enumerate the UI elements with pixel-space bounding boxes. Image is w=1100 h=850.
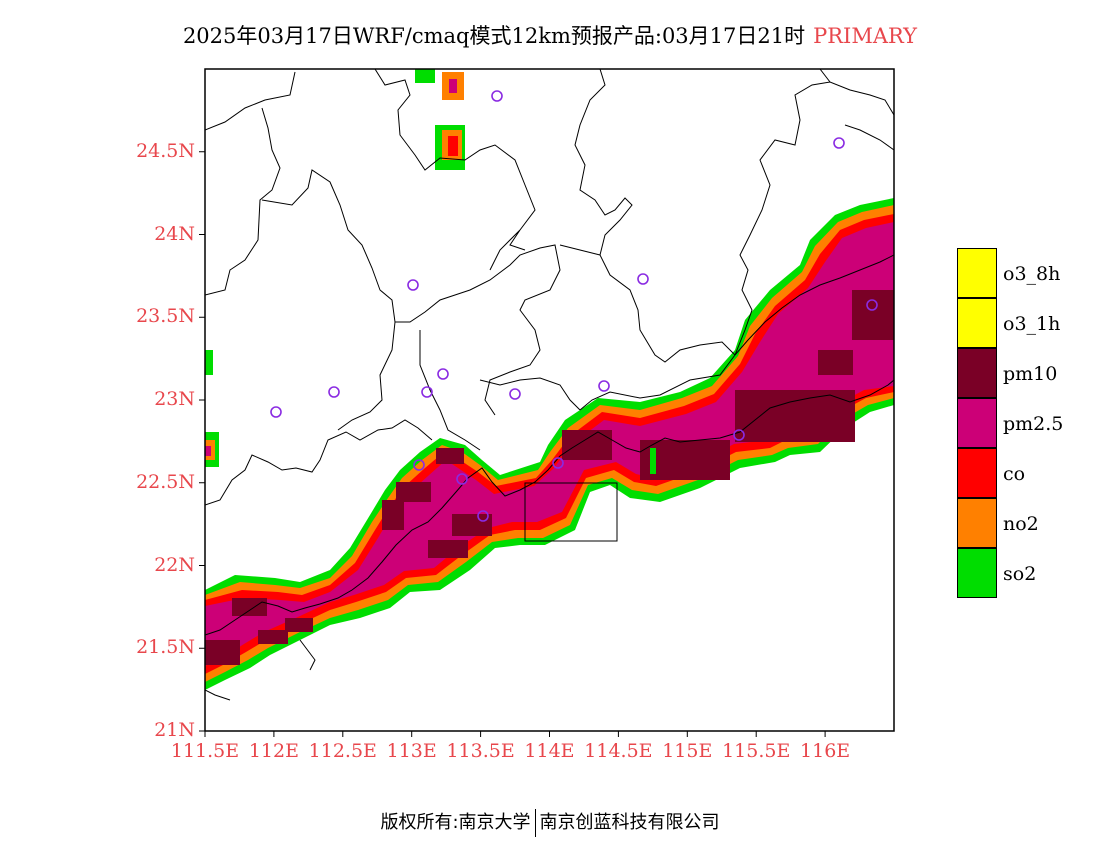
station-circle-icon	[509, 388, 521, 400]
y-tick-label: 24N	[154, 222, 195, 245]
legend-swatch	[957, 448, 997, 498]
legend-label: o3_1h	[1003, 313, 1061, 335]
pollutant-grid	[205, 69, 894, 690]
station-circle-icon	[437, 368, 449, 380]
x-tick-label: 116E	[800, 740, 851, 762]
station-circle-icon	[456, 473, 468, 485]
station-circle-icon	[866, 299, 878, 311]
hong-kong-box	[524, 482, 618, 542]
boundary-northeast	[559, 69, 736, 363]
pollutant-legend: o3_8h o3_1h pm10 pm2.5 co no2 so2	[957, 248, 1097, 598]
x-tick-label: 111.5E	[170, 740, 240, 762]
x-tick-label: 115.5E	[722, 740, 791, 762]
copyright-footer: 版权所有:南京大学 南京创蓝科技有限公司	[0, 808, 1100, 837]
legend-swatch	[957, 498, 997, 548]
pollution-pm10-cells	[205, 290, 894, 665]
isolated-cells	[205, 69, 656, 474]
legend-label: pm10	[1003, 363, 1058, 385]
legend-item: pm10	[957, 348, 1097, 398]
station-circle-icon	[598, 380, 610, 392]
boundary-north	[374, 69, 536, 271]
station-markers	[270, 90, 878, 522]
pollution-band-pm25	[205, 222, 894, 666]
station-circle-icon	[477, 510, 489, 522]
island-hainan-edge	[205, 639, 316, 701]
x-tick-label: 114.5E	[584, 740, 653, 762]
y-tick-label: 22N	[154, 553, 195, 576]
boundary-east	[734, 81, 894, 356]
legend-item: pm2.5	[957, 398, 1097, 448]
legend-label: so2	[1003, 563, 1037, 585]
boundary-guangxi	[205, 419, 433, 506]
legend-swatch	[957, 348, 997, 398]
axis-ticks	[199, 151, 826, 737]
y-tick-label: 21.5N	[136, 636, 195, 659]
x-tick-label: 113E	[386, 740, 437, 762]
station-circle-icon	[833, 137, 845, 149]
legend-label: o3_8h	[1003, 263, 1061, 285]
x-tick-label: 112E	[248, 740, 299, 762]
station-circle-icon	[637, 273, 649, 285]
footer-left: 版权所有:南京大学	[380, 812, 531, 833]
legend-swatch	[957, 548, 997, 598]
legend-item: o3_1h	[957, 298, 1097, 348]
coastline-west	[205, 379, 894, 636]
y-tick-label: 22.5N	[136, 470, 195, 493]
legend-item: no2	[957, 498, 1097, 548]
x-tick-label: 114E	[524, 740, 575, 762]
station-circle-icon	[328, 386, 340, 398]
y-tick-label: 23.5N	[136, 305, 195, 328]
boundary-inner	[419, 330, 736, 451]
title-main: 2025年03月17日WRF/cmaq模式12km预报产品:03月17日21时	[182, 24, 806, 48]
coastline	[205, 254, 894, 701]
station-circle-icon	[733, 429, 745, 441]
legend-item: so2	[957, 548, 1097, 598]
legend-item: co	[957, 448, 1097, 498]
title-suffix: PRIMARY	[813, 24, 918, 48]
x-tick-label: 112.5E	[308, 740, 377, 762]
station-circle-icon	[407, 279, 419, 291]
boundary-west	[205, 71, 296, 296]
legend-swatch	[957, 248, 997, 298]
legend-swatch	[957, 398, 997, 448]
coastline-east	[734, 254, 894, 356]
legend-swatch	[957, 298, 997, 348]
y-tick-label: 24.5N	[136, 139, 195, 162]
legend-label: pm2.5	[1003, 413, 1064, 435]
boundary-central	[261, 169, 561, 431]
map-title: 2025年03月17日WRF/cmaq模式12km预报产品:03月17日21时 P…	[0, 20, 1100, 50]
x-tick-label: 115E	[662, 740, 713, 762]
station-circle-icon	[421, 386, 433, 398]
y-tick-label: 21N	[154, 719, 195, 741]
station-circle-icon	[270, 406, 282, 418]
footer-divider	[534, 809, 536, 837]
legend-item: o3_8h	[957, 248, 1097, 298]
legend-label: no2	[1003, 513, 1039, 535]
x-tick-label: 113.5E	[446, 740, 515, 762]
province-boundaries	[205, 69, 894, 506]
station-circle-icon	[413, 459, 425, 471]
footer-right: 南京创蓝科技有限公司	[539, 812, 720, 833]
station-circle-icon	[491, 90, 503, 102]
legend-label: co	[1003, 463, 1026, 485]
y-tick-label: 23N	[154, 388, 195, 410]
boundary-fujian	[819, 69, 894, 151]
station-circle-icon	[552, 457, 564, 469]
